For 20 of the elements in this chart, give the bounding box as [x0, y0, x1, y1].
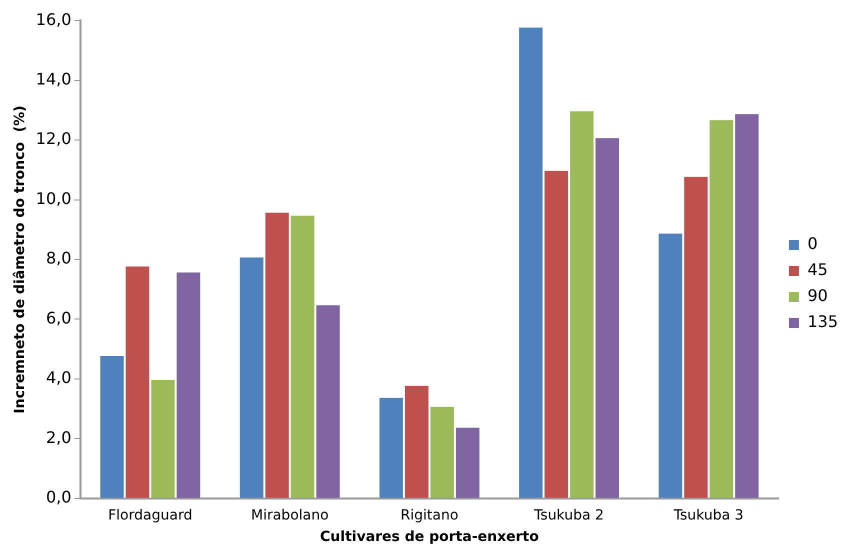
y-tick-label: 4,0 — [46, 368, 72, 388]
y-tick-label: 14,0 — [36, 69, 72, 88]
x-tick-label: Flordaguard — [108, 507, 192, 524]
y-tick-label: 0,0 — [46, 488, 72, 507]
y-tick-label: 10,0 — [36, 188, 72, 208]
x-axis-title: Cultivares de porta-enxerto — [320, 529, 540, 546]
y-tick-label: 2,0 — [46, 428, 72, 447]
x-tick-label: Mirabolano — [251, 507, 329, 524]
legend-label: 0 — [807, 234, 818, 254]
legend-label: 90 — [807, 286, 828, 306]
y-tick-label: 6,0 — [46, 308, 72, 328]
y-tick-label: 16,0 — [36, 10, 72, 29]
y-tick-label: 12,0 — [36, 129, 72, 148]
legend-label: 135 — [807, 312, 838, 332]
x-tick-label: Rigitano — [400, 507, 458, 524]
legend-label: 45 — [807, 260, 828, 280]
x-tick-label: Tsukuba 2 — [533, 507, 604, 524]
y-tick-label: 8,0 — [46, 248, 72, 268]
x-tick-label: Tsukuba 3 — [672, 507, 744, 524]
y-axis-title: Incremneto de diâmetro do tronco (%) — [12, 105, 28, 414]
